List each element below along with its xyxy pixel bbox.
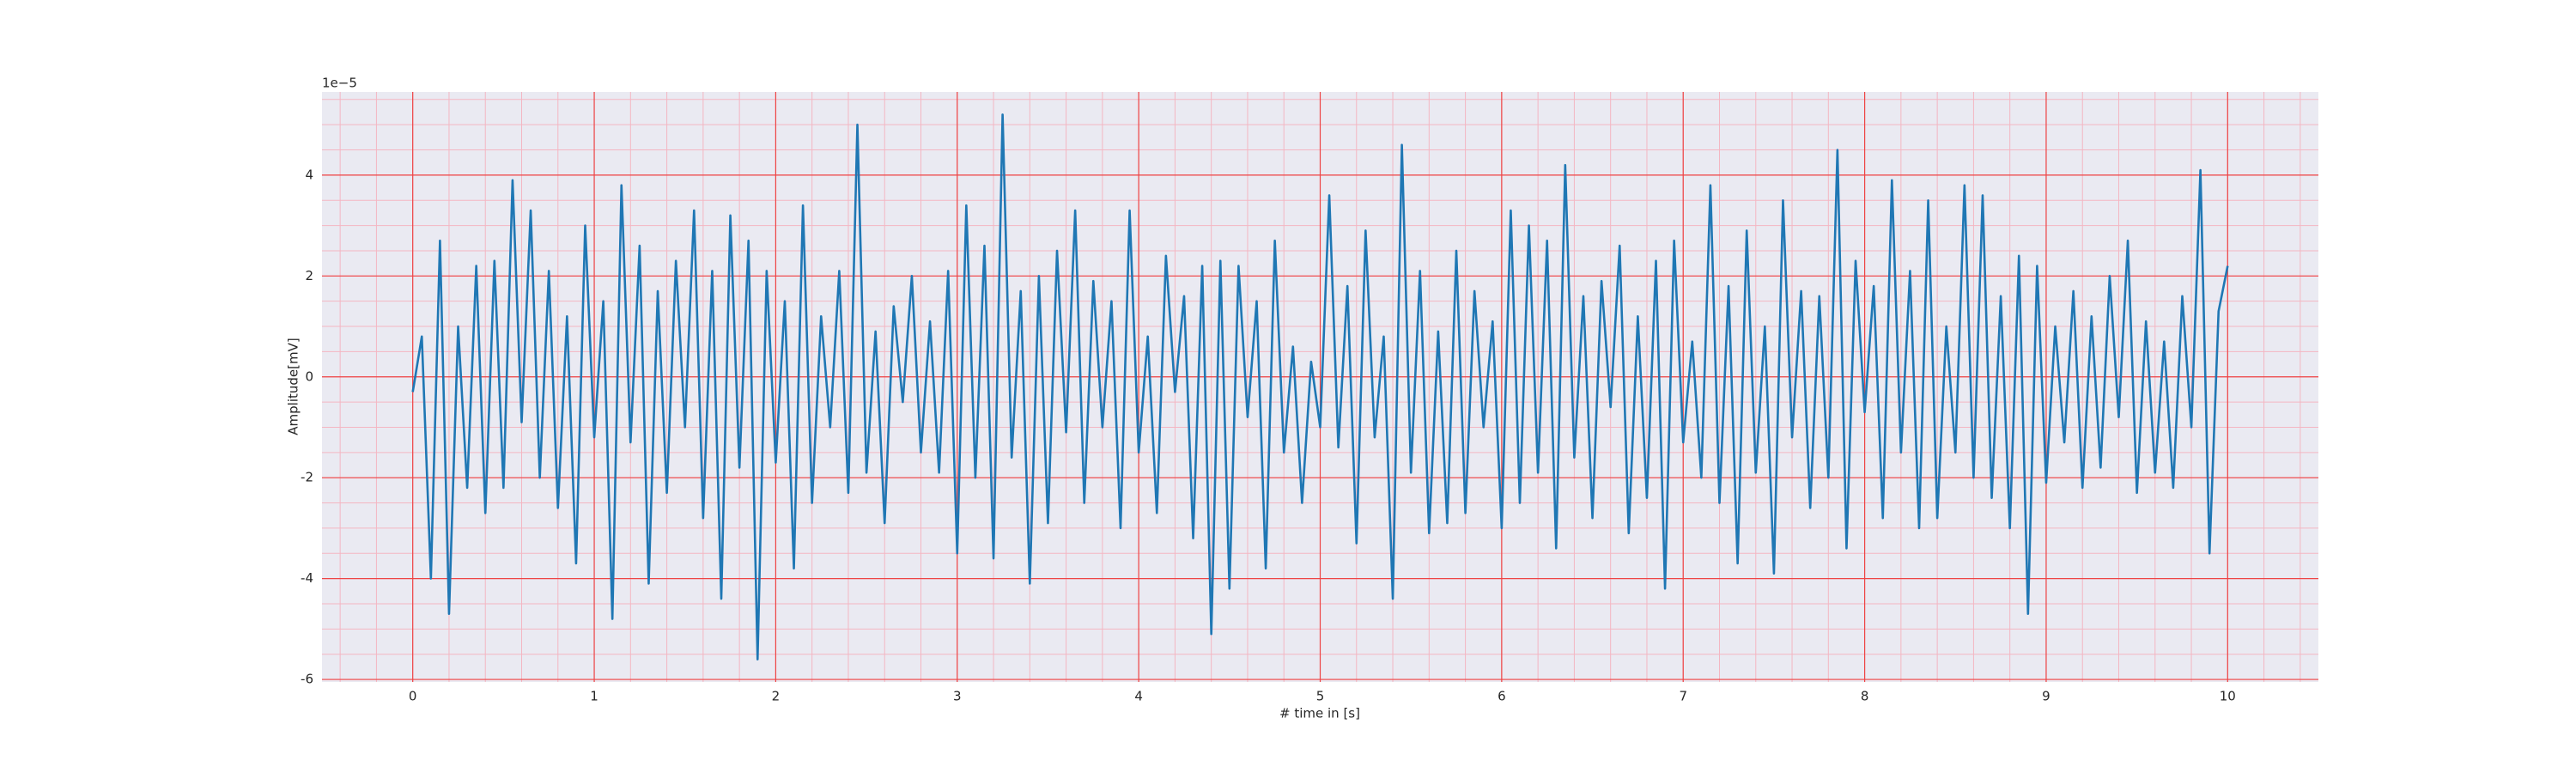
x-tick-label: 0	[409, 689, 417, 704]
x-tick-label: 7	[1679, 689, 1687, 704]
y-offset-label: 1e−5	[322, 76, 357, 91]
x-tick-label: 2	[772, 689, 781, 704]
y-tick-label: 0	[305, 368, 313, 384]
x-tick-label: 1	[590, 689, 598, 704]
y-tick-label: 4	[305, 167, 313, 182]
signal-line	[411, 113, 2229, 660]
x-axis-label: # time in [s]	[1279, 706, 1360, 721]
y-axis-label: Amplitude[mV]	[286, 338, 301, 435]
x-tick-label: 10	[2220, 689, 2236, 704]
y-tick-label: -6	[301, 672, 313, 687]
x-tick-label: 8	[1861, 689, 1869, 704]
x-tick-label: 3	[953, 689, 962, 704]
x-tick-label: 5	[1316, 689, 1325, 704]
x-tick-label: 6	[1498, 689, 1506, 704]
marks	[411, 113, 2229, 660]
x-tick-label: 9	[2042, 689, 2050, 704]
x-tick-label: 4	[1134, 689, 1143, 704]
y-tick-label: 2	[305, 268, 313, 283]
y-tick-label: -2	[301, 470, 313, 485]
y-tick-label: -4	[301, 570, 313, 586]
